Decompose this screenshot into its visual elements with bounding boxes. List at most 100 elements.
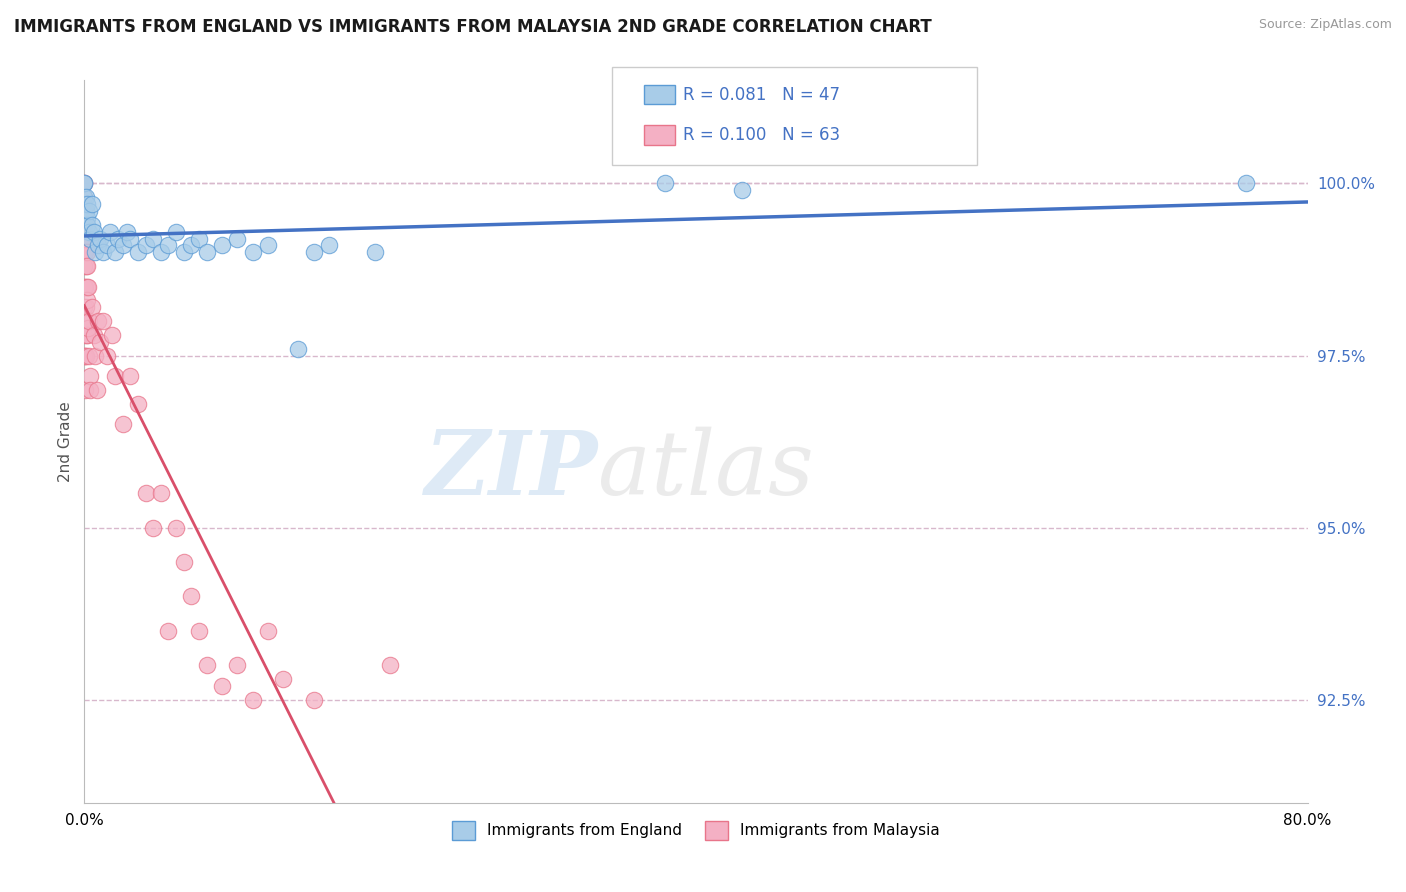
Point xyxy=(76,327,98,342)
Point xyxy=(76,211,98,225)
Point xyxy=(127,245,149,260)
Point xyxy=(107,231,129,245)
Text: atlas: atlas xyxy=(598,427,814,514)
Point xyxy=(91,314,114,328)
Point xyxy=(75,259,97,273)
Point xyxy=(73,177,96,191)
Legend: Immigrants from England, Immigrants from Malaysia: Immigrants from England, Immigrants from… xyxy=(446,815,946,846)
Point xyxy=(195,245,218,260)
Point xyxy=(135,486,157,500)
Point xyxy=(135,238,157,252)
Point xyxy=(75,349,97,363)
Point xyxy=(77,279,100,293)
Point xyxy=(87,314,110,328)
Point xyxy=(98,225,121,239)
Point xyxy=(104,369,127,384)
Point xyxy=(73,190,96,204)
Point xyxy=(242,692,264,706)
Text: R = 0.081   N = 47: R = 0.081 N = 47 xyxy=(683,86,841,103)
Point xyxy=(211,679,233,693)
Point xyxy=(195,658,218,673)
Point xyxy=(211,238,233,252)
Point xyxy=(77,204,100,219)
Point xyxy=(73,211,96,225)
Point xyxy=(77,314,100,328)
Point xyxy=(101,327,124,342)
Point xyxy=(654,177,676,191)
Point xyxy=(75,301,97,315)
Text: IMMIGRANTS FROM ENGLAND VS IMMIGRANTS FROM MALAYSIA 2ND GRADE CORRELATION CHART: IMMIGRANTS FROM ENGLAND VS IMMIGRANTS FR… xyxy=(14,18,932,36)
Point xyxy=(242,245,264,260)
Point xyxy=(77,225,100,239)
Point xyxy=(173,555,195,569)
Point xyxy=(115,225,138,239)
Point xyxy=(75,383,97,397)
Point xyxy=(73,231,96,245)
Point xyxy=(89,334,111,349)
Point xyxy=(73,177,96,191)
Point xyxy=(257,624,280,638)
Point xyxy=(73,327,96,342)
Point xyxy=(76,327,98,342)
Point xyxy=(75,349,97,363)
Point xyxy=(76,245,98,260)
Point xyxy=(75,279,97,293)
Point xyxy=(364,245,387,260)
Point xyxy=(91,245,114,260)
Point xyxy=(89,231,111,245)
Point xyxy=(165,520,187,534)
Point xyxy=(76,197,98,211)
Text: R = 0.100   N = 63: R = 0.100 N = 63 xyxy=(683,126,841,144)
Point xyxy=(84,245,107,260)
Text: Source: ZipAtlas.com: Source: ZipAtlas.com xyxy=(1258,18,1392,31)
Point xyxy=(75,211,97,225)
Point xyxy=(84,349,107,363)
Point xyxy=(104,245,127,260)
Point xyxy=(287,342,309,356)
Point xyxy=(302,245,325,260)
Point xyxy=(87,238,110,252)
Point xyxy=(1236,177,1258,191)
Point xyxy=(271,672,294,686)
Point xyxy=(318,238,340,252)
Point xyxy=(73,279,96,293)
Point xyxy=(257,238,280,252)
Point xyxy=(79,369,101,384)
Point xyxy=(142,520,165,534)
Point xyxy=(80,218,103,232)
Point xyxy=(188,624,211,638)
Point xyxy=(76,279,98,293)
Point xyxy=(120,231,142,245)
Point xyxy=(111,238,134,252)
Point xyxy=(73,259,96,273)
Point xyxy=(76,218,98,232)
Point xyxy=(180,590,202,604)
Point xyxy=(83,327,105,342)
Point xyxy=(80,197,103,211)
Point xyxy=(76,259,98,273)
Point xyxy=(149,245,172,260)
Point xyxy=(111,417,134,432)
Point xyxy=(127,397,149,411)
Point xyxy=(149,486,172,500)
Point xyxy=(96,238,118,252)
Y-axis label: 2nd Grade: 2nd Grade xyxy=(58,401,73,482)
Point xyxy=(96,349,118,363)
Point xyxy=(142,231,165,245)
Point xyxy=(173,245,195,260)
Point xyxy=(73,190,96,204)
Point xyxy=(86,383,108,397)
Point xyxy=(75,314,97,328)
Point xyxy=(79,383,101,397)
Point xyxy=(73,245,96,260)
Point xyxy=(73,177,96,191)
Point xyxy=(73,204,96,219)
Point xyxy=(120,369,142,384)
Text: ZIP: ZIP xyxy=(425,427,598,514)
Point xyxy=(75,231,97,245)
Point xyxy=(157,624,180,638)
Point xyxy=(73,177,96,191)
Point xyxy=(165,225,187,239)
Point xyxy=(83,225,105,239)
Point xyxy=(80,301,103,315)
